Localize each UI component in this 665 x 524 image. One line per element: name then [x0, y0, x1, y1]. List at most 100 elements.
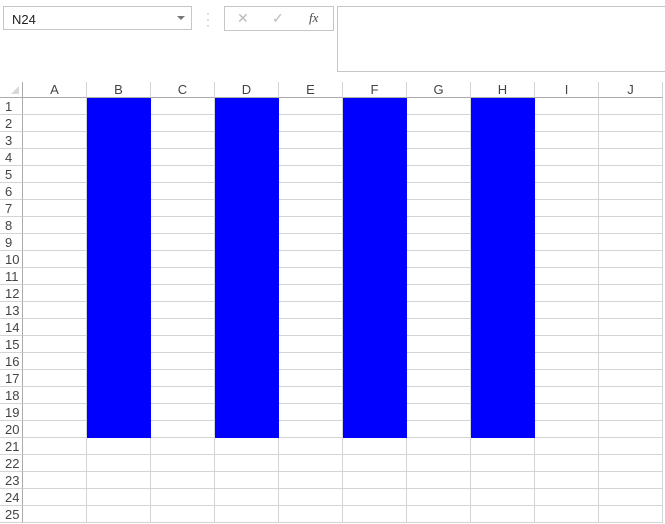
- cell-C12[interactable]: [151, 285, 215, 302]
- cell-I25[interactable]: [535, 506, 599, 523]
- cell-G20[interactable]: [407, 421, 471, 438]
- cell-J15[interactable]: [599, 336, 663, 353]
- cell-B19[interactable]: [87, 404, 151, 421]
- row-header-5[interactable]: 5: [0, 166, 23, 183]
- cell-G19[interactable]: [407, 404, 471, 421]
- cell-A18[interactable]: [23, 387, 87, 404]
- cell-A16[interactable]: [23, 353, 87, 370]
- formula-input[interactable]: [337, 6, 665, 72]
- cell-I1[interactable]: [535, 98, 599, 115]
- cell-G23[interactable]: [407, 472, 471, 489]
- cell-G2[interactable]: [407, 115, 471, 132]
- cell-D15[interactable]: [215, 336, 279, 353]
- cell-E13[interactable]: [279, 302, 343, 319]
- cell-H24[interactable]: [471, 489, 535, 506]
- cell-E11[interactable]: [279, 268, 343, 285]
- cell-B1[interactable]: [87, 98, 151, 115]
- cell-B17[interactable]: [87, 370, 151, 387]
- cell-H25[interactable]: [471, 506, 535, 523]
- cell-C8[interactable]: [151, 217, 215, 234]
- cell-E17[interactable]: [279, 370, 343, 387]
- cell-E6[interactable]: [279, 183, 343, 200]
- cell-J9[interactable]: [599, 234, 663, 251]
- cell-F19[interactable]: [343, 404, 407, 421]
- cell-A6[interactable]: [23, 183, 87, 200]
- cell-H6[interactable]: [471, 183, 535, 200]
- row-header-7[interactable]: 7: [0, 200, 23, 217]
- insert-function-icon[interactable]: fx: [309, 10, 319, 25]
- cell-C21[interactable]: [151, 438, 215, 455]
- cell-J21[interactable]: [599, 438, 663, 455]
- cell-F4[interactable]: [343, 149, 407, 166]
- cell-I2[interactable]: [535, 115, 599, 132]
- cell-D16[interactable]: [215, 353, 279, 370]
- cell-C2[interactable]: [151, 115, 215, 132]
- cell-D6[interactable]: [215, 183, 279, 200]
- row-header-2[interactable]: 2: [0, 115, 23, 132]
- cell-E24[interactable]: [279, 489, 343, 506]
- cell-F14[interactable]: [343, 319, 407, 336]
- cell-E18[interactable]: [279, 387, 343, 404]
- cell-F13[interactable]: [343, 302, 407, 319]
- cell-F5[interactable]: [343, 166, 407, 183]
- cell-G18[interactable]: [407, 387, 471, 404]
- cell-H1[interactable]: [471, 98, 535, 115]
- row-header-10[interactable]: 10: [0, 251, 23, 268]
- cell-G12[interactable]: [407, 285, 471, 302]
- cell-G6[interactable]: [407, 183, 471, 200]
- cell-F16[interactable]: [343, 353, 407, 370]
- cell-J25[interactable]: [599, 506, 663, 523]
- cell-A24[interactable]: [23, 489, 87, 506]
- cell-I20[interactable]: [535, 421, 599, 438]
- row-header-3[interactable]: 3: [0, 132, 23, 149]
- cell-H18[interactable]: [471, 387, 535, 404]
- cell-D24[interactable]: [215, 489, 279, 506]
- cell-C3[interactable]: [151, 132, 215, 149]
- cell-D5[interactable]: [215, 166, 279, 183]
- cell-G17[interactable]: [407, 370, 471, 387]
- cell-B18[interactable]: [87, 387, 151, 404]
- cell-D7[interactable]: [215, 200, 279, 217]
- cell-C1[interactable]: [151, 98, 215, 115]
- column-header-F[interactable]: F: [343, 82, 407, 98]
- cell-C7[interactable]: [151, 200, 215, 217]
- cell-E5[interactable]: [279, 166, 343, 183]
- cell-E16[interactable]: [279, 353, 343, 370]
- row-header-14[interactable]: 14: [0, 319, 23, 336]
- column-header-D[interactable]: D: [215, 82, 279, 98]
- cell-G14[interactable]: [407, 319, 471, 336]
- cell-B16[interactable]: [87, 353, 151, 370]
- cell-B21[interactable]: [87, 438, 151, 455]
- row-header-21[interactable]: 21: [0, 438, 23, 455]
- cell-J4[interactable]: [599, 149, 663, 166]
- cell-J11[interactable]: [599, 268, 663, 285]
- cell-J24[interactable]: [599, 489, 663, 506]
- row-header-1[interactable]: 1: [0, 98, 23, 115]
- cell-J14[interactable]: [599, 319, 663, 336]
- cell-C25[interactable]: [151, 506, 215, 523]
- cell-E15[interactable]: [279, 336, 343, 353]
- cell-C20[interactable]: [151, 421, 215, 438]
- cell-B15[interactable]: [87, 336, 151, 353]
- cell-I23[interactable]: [535, 472, 599, 489]
- cell-B5[interactable]: [87, 166, 151, 183]
- enter-icon[interactable]: ✓: [272, 10, 284, 26]
- cell-J2[interactable]: [599, 115, 663, 132]
- cell-F2[interactable]: [343, 115, 407, 132]
- cell-F1[interactable]: [343, 98, 407, 115]
- cell-F8[interactable]: [343, 217, 407, 234]
- cell-I5[interactable]: [535, 166, 599, 183]
- cell-C14[interactable]: [151, 319, 215, 336]
- cell-F22[interactable]: [343, 455, 407, 472]
- cell-E8[interactable]: [279, 217, 343, 234]
- cell-I7[interactable]: [535, 200, 599, 217]
- row-header-23[interactable]: 23: [0, 472, 23, 489]
- cell-I15[interactable]: [535, 336, 599, 353]
- cell-D20[interactable]: [215, 421, 279, 438]
- cell-G22[interactable]: [407, 455, 471, 472]
- cell-G10[interactable]: [407, 251, 471, 268]
- cell-C18[interactable]: [151, 387, 215, 404]
- cell-A10[interactable]: [23, 251, 87, 268]
- cell-C16[interactable]: [151, 353, 215, 370]
- cell-D11[interactable]: [215, 268, 279, 285]
